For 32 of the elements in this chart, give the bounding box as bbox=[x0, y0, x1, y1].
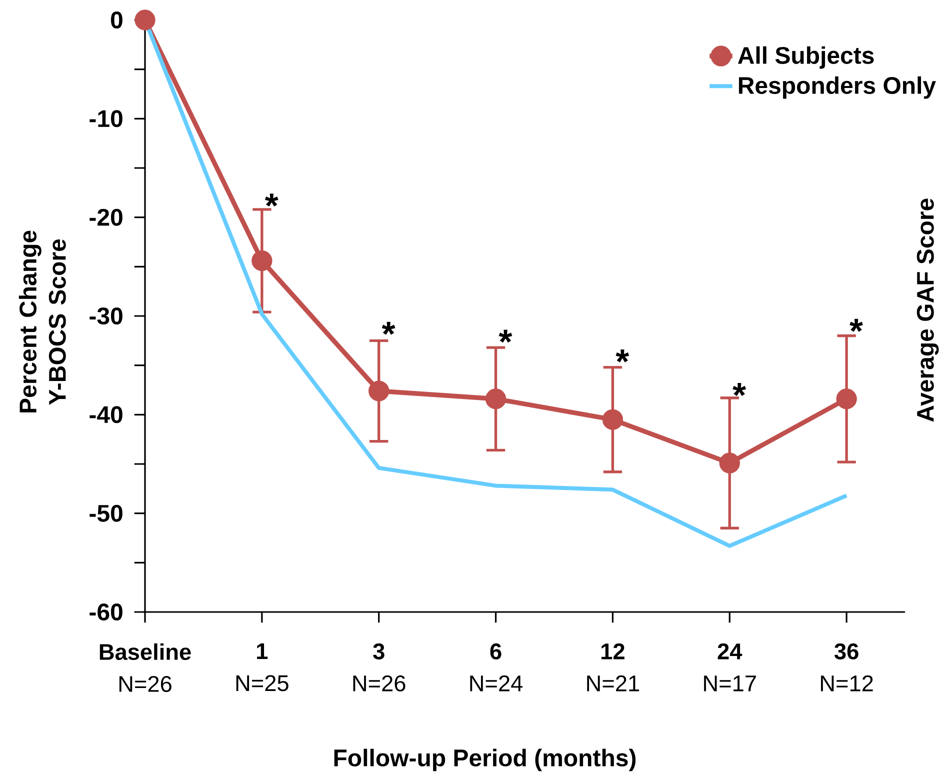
point bbox=[836, 388, 857, 410]
point bbox=[368, 380, 390, 402]
y-tick-label: -50 bbox=[90, 504, 122, 522]
x-tick-label: 36 N=12 bbox=[821, 643, 873, 692]
point bbox=[485, 388, 506, 410]
y-tick-label: -20 bbox=[90, 208, 122, 226]
annotation: * bbox=[616, 350, 630, 362]
annotation: * bbox=[382, 322, 396, 335]
annotation: * bbox=[850, 318, 863, 332]
point bbox=[252, 250, 272, 272]
x-tick-label: 1 N=25 bbox=[236, 643, 288, 692]
y2-axis-title: Average GAF Score bbox=[916, 198, 939, 422]
annotation: * bbox=[264, 194, 278, 207]
x-tick-label: Baseline N=26 bbox=[100, 643, 191, 692]
legend-label: All Subjects bbox=[738, 46, 874, 69]
point bbox=[719, 452, 740, 474]
x-tick-label: 12 N=21 bbox=[587, 643, 639, 692]
y-tick-label: -40 bbox=[90, 406, 122, 424]
legend-label: Responders Only bbox=[738, 76, 936, 99]
y-axis-title: Percent Change Y-BOCS Score bbox=[18, 230, 66, 412]
x-axis-title: Follow-up Period (months) bbox=[334, 748, 636, 772]
x-tick-label: 6 N=24 bbox=[470, 643, 523, 692]
annotation: * bbox=[732, 383, 746, 396]
point bbox=[602, 409, 624, 430]
point bbox=[134, 10, 156, 30]
y-tick-label: -30 bbox=[90, 307, 122, 325]
annotation: * bbox=[498, 330, 512, 343]
y-tick-label: 0 bbox=[110, 11, 122, 28]
y-tick-label: -60 bbox=[90, 603, 122, 620]
x-tick-label: 3 N=26 bbox=[353, 643, 406, 692]
y-tick-label: -10 bbox=[90, 110, 122, 128]
x-tick-label: 24 N=17 bbox=[704, 643, 756, 692]
